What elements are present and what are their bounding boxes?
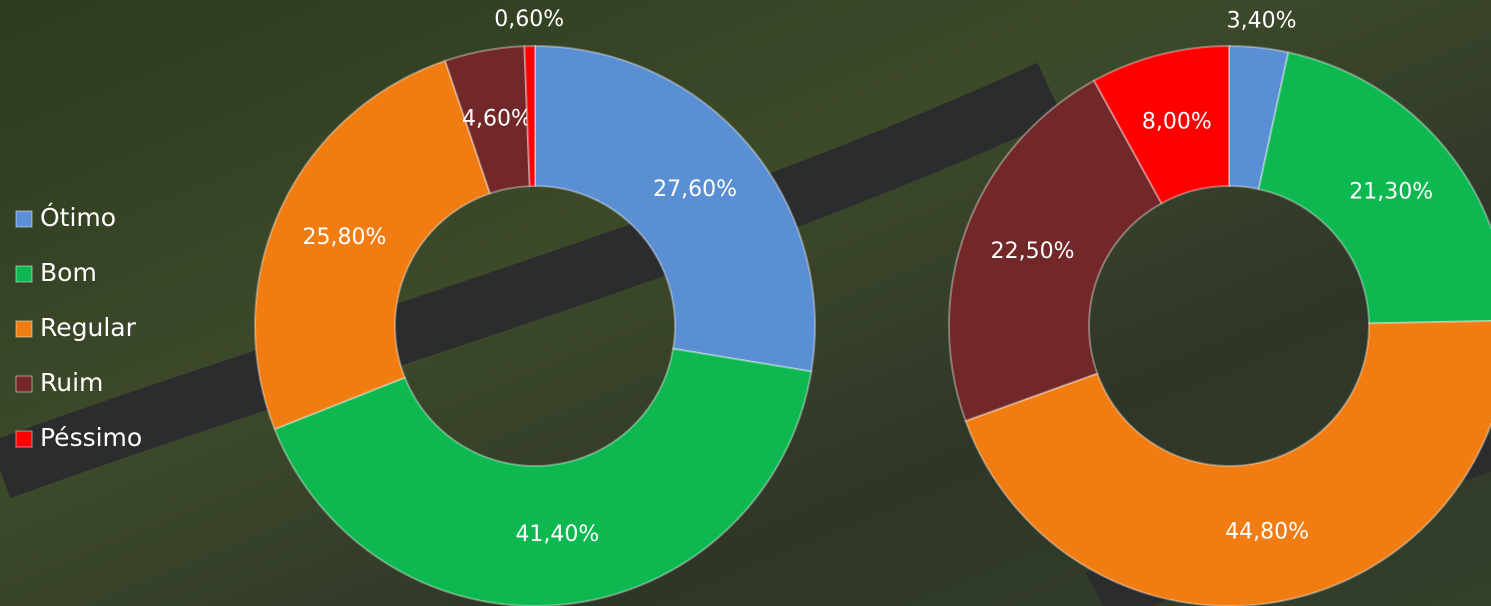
- legend-label: Bom: [40, 258, 97, 287]
- chart: 27,60% 41,40% 25,80% 4,60% 0,60% 3,40% 21,30% 4…: [0, 0, 1491, 606]
- data-label: 27,60%: [653, 177, 737, 202]
- legend-label: Ótimo: [40, 202, 116, 232]
- legend-swatch: [16, 211, 32, 227]
- legend-swatch: [16, 321, 32, 337]
- data-label: 41,40%: [515, 522, 599, 547]
- data-label: 8,00%: [1142, 110, 1212, 135]
- legend-swatch: [16, 266, 32, 282]
- data-label: 25,80%: [302, 225, 386, 250]
- legend-label: Ruim: [40, 368, 103, 397]
- data-label: 3,40%: [1227, 9, 1297, 34]
- data-label: 0,60%: [494, 7, 564, 32]
- data-label: 44,80%: [1225, 520, 1309, 545]
- legend-label: Péssimo: [40, 423, 142, 452]
- legend-swatch: [16, 376, 32, 392]
- data-label: 21,30%: [1349, 180, 1433, 205]
- data-label: 4,60%: [462, 106, 532, 131]
- legend-swatch: [16, 431, 32, 447]
- legend-label: Regular: [40, 313, 137, 342]
- data-label: 22,50%: [991, 239, 1075, 264]
